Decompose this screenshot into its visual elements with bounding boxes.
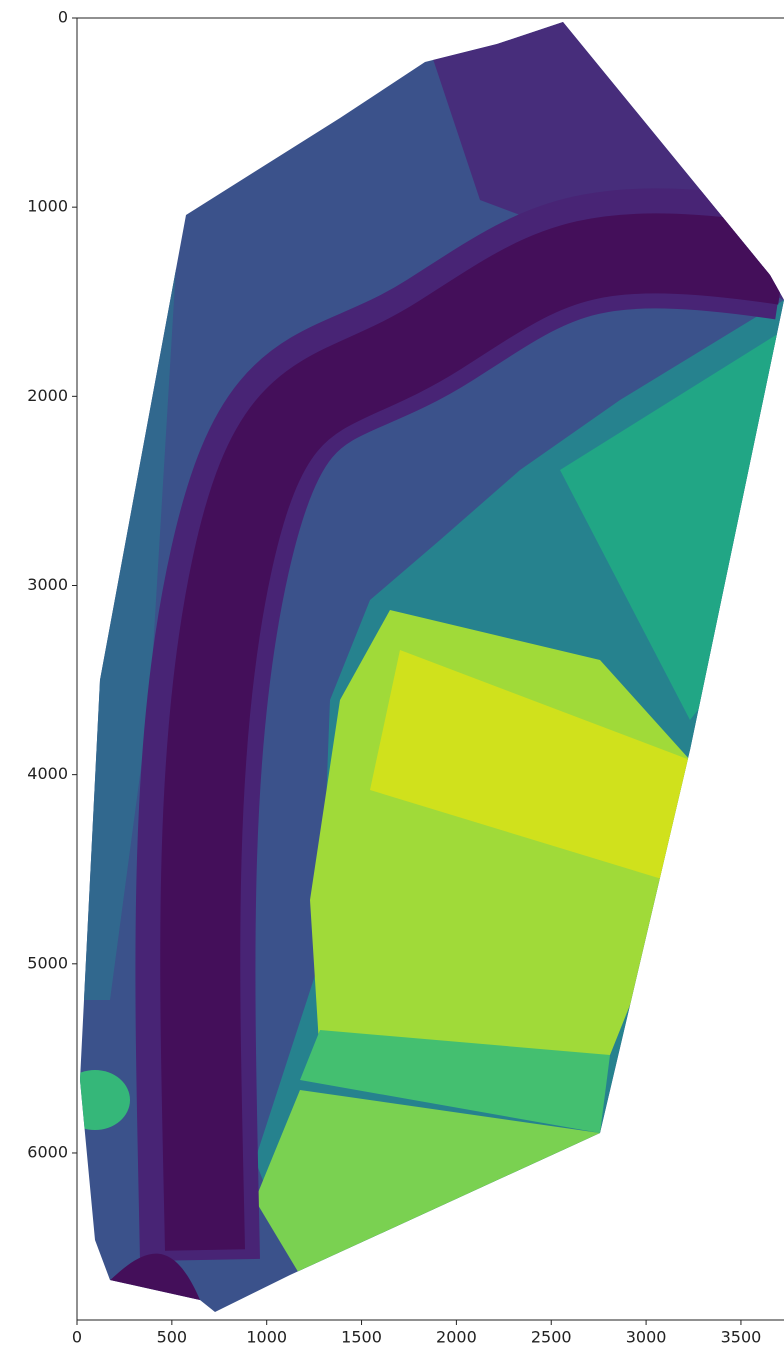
x-tick-label: 2000 <box>436 1328 477 1347</box>
x-tick-label: 0 <box>72 1328 82 1347</box>
image <box>60 0 784 1340</box>
y-tick-label: 2000 <box>27 386 68 405</box>
x-tick-label: 1500 <box>341 1328 382 1347</box>
x-tick-label: 500 <box>157 1328 188 1347</box>
image-region <box>60 1070 130 1130</box>
x-tick-label: 3500 <box>721 1328 762 1347</box>
y-tick-label: 5000 <box>27 953 68 972</box>
y-tick-label: 6000 <box>27 1142 68 1161</box>
x-tick-label: 2500 <box>531 1328 572 1347</box>
y-tick-label: 4000 <box>27 764 68 783</box>
x-tick-label: 3000 <box>626 1328 667 1347</box>
x-tick-label: 1000 <box>246 1328 287 1347</box>
chart: 0 500 1000 1500 2000 2500 3000 3500 0 1000 2000 300… <box>0 0 784 1356</box>
y-tick-label: 3000 <box>27 575 68 594</box>
y-tick-label: 0 <box>58 8 68 27</box>
y-tick-label: 1000 <box>27 197 68 216</box>
